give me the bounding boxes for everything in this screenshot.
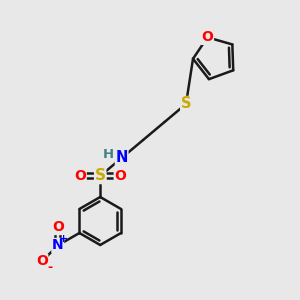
Text: H: H (103, 148, 114, 161)
Text: N: N (52, 238, 64, 253)
Text: O: O (202, 30, 213, 44)
Text: S: S (95, 169, 106, 184)
Text: N: N (116, 151, 128, 166)
Text: +: + (59, 235, 68, 244)
Text: S: S (181, 97, 191, 112)
Text: O: O (74, 169, 86, 183)
Text: O: O (52, 220, 64, 235)
Text: O: O (36, 254, 48, 268)
Text: O: O (114, 169, 126, 183)
Text: -: - (47, 261, 52, 274)
